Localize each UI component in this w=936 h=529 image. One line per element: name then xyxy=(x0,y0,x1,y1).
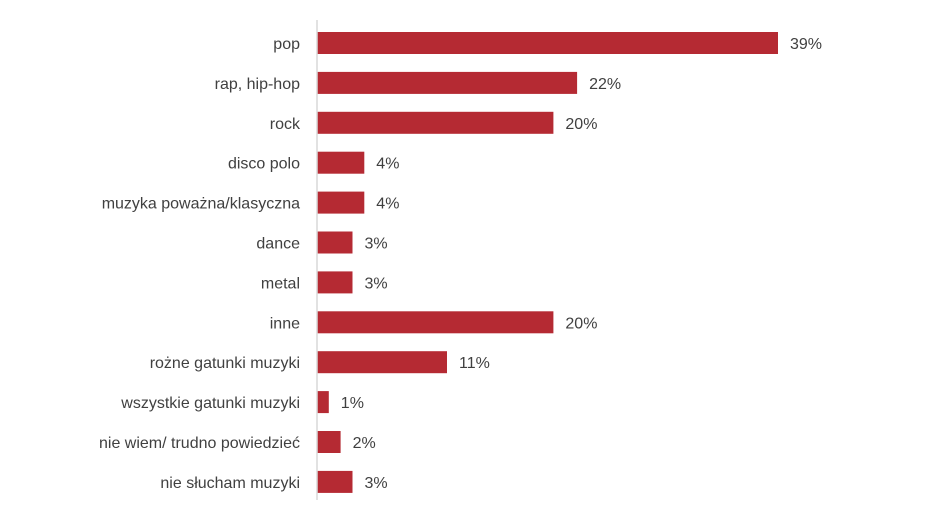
value-label: 1% xyxy=(341,395,364,412)
bar-7 xyxy=(317,311,554,334)
bar-9 xyxy=(317,391,329,414)
bar-5 xyxy=(317,231,353,254)
category-label: metal xyxy=(261,275,300,292)
bar-2 xyxy=(317,111,554,134)
bars-layer xyxy=(317,32,778,493)
labels-layer: pop 39% rap, hip-hop 22% rock 20% disco polo 4%… xyxy=(99,36,822,492)
bar-0 xyxy=(317,32,778,54)
category-label: dance xyxy=(256,236,300,253)
category-label: nie wiem/ trudno powiedzieć xyxy=(99,435,300,452)
bar-3 xyxy=(317,151,365,174)
value-label: 3% xyxy=(365,275,388,292)
value-label: 2% xyxy=(353,435,376,452)
category-label: muzyka poważna/klasyczna xyxy=(102,196,300,213)
bar-6 xyxy=(317,271,353,294)
category-label: disco polo xyxy=(228,156,300,173)
bar-10 xyxy=(317,431,341,453)
category-label: nie słucham muzyki xyxy=(160,475,300,492)
bar-1 xyxy=(317,71,578,94)
value-label: 3% xyxy=(365,236,388,253)
category-label: pop xyxy=(273,36,300,53)
value-label: 39% xyxy=(790,36,822,53)
value-label: 20% xyxy=(565,315,597,332)
category-label: wszystkie gatunki muzyki xyxy=(120,395,300,412)
category-label: rock xyxy=(270,116,301,133)
value-label: 11% xyxy=(459,355,490,372)
category-label: rap, hip-hop xyxy=(215,76,300,93)
bar-11 xyxy=(317,470,353,493)
value-label: 22% xyxy=(589,76,621,93)
value-label: 4% xyxy=(376,196,399,213)
value-label: 3% xyxy=(365,475,388,492)
value-label: 4% xyxy=(376,156,399,173)
bar-4 xyxy=(317,191,365,214)
bar-8 xyxy=(317,351,447,374)
category-label: inne xyxy=(270,315,300,332)
value-label: 20% xyxy=(565,116,597,133)
category-label: rożne gatunki muzyki xyxy=(150,355,300,372)
